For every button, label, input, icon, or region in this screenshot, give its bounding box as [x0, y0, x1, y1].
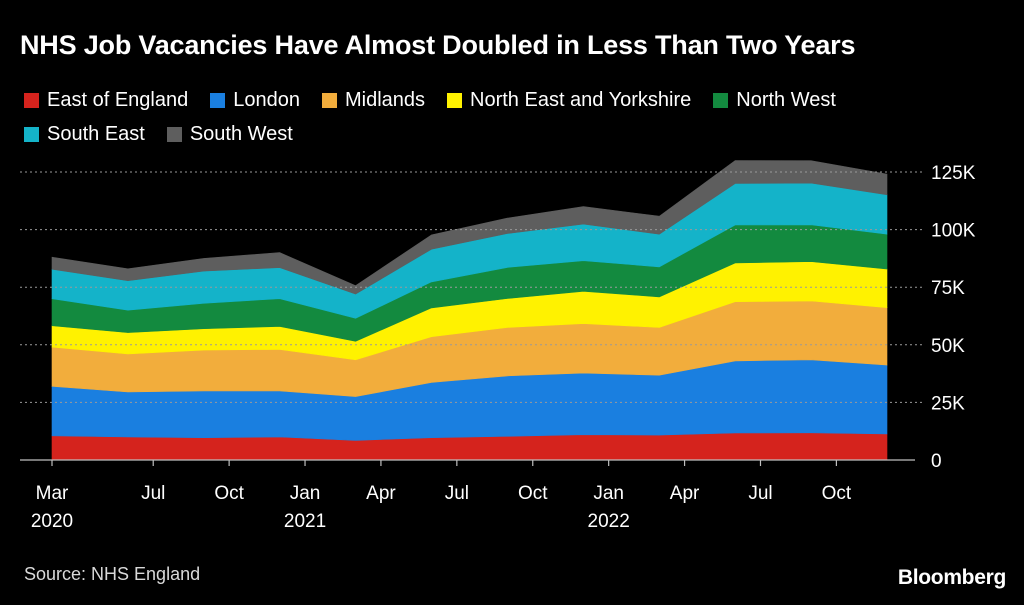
- legend-swatch: [321, 92, 337, 108]
- y-tick-label: 125K: [931, 163, 976, 184]
- legend-label: North East and Yorkshire: [470, 88, 692, 111]
- x-tick-label: Jul: [141, 483, 165, 504]
- legend-swatch: [24, 126, 39, 142]
- legend-item: Midlands: [321, 88, 426, 111]
- x-tick-label: Mar: [36, 483, 69, 504]
- legend-label: South West: [189, 122, 293, 145]
- x-tick-label: Apr: [366, 483, 396, 504]
- legend-label: East of England: [47, 88, 189, 111]
- y-tick-label: 25K: [931, 393, 965, 414]
- x-tick-label: Jul: [748, 483, 772, 504]
- x-tick-label: Oct: [518, 483, 548, 504]
- x-tick-year: 2022: [588, 511, 630, 532]
- legend-item: South West: [166, 122, 293, 145]
- legend-swatch: [24, 92, 39, 108]
- y-tick-label: 75K: [931, 278, 965, 299]
- legend-item: East of England: [24, 89, 188, 111]
- legend-label: London: [233, 88, 300, 111]
- x-tick-label: Jan: [290, 483, 321, 504]
- legend-label: North West: [736, 88, 836, 111]
- x-tick-year: 2021: [284, 511, 326, 532]
- legend-swatch: [447, 92, 463, 108]
- source-note: Source: NHS England: [24, 564, 201, 584]
- legend-item: North West: [713, 89, 836, 111]
- legend-item: London: [210, 89, 300, 111]
- legend-item: North East and Yorkshire: [447, 89, 691, 111]
- legend-swatch: [166, 126, 182, 142]
- bloomberg-logo: Bloomberg: [897, 566, 1006, 589]
- y-tick-label: 0: [931, 451, 942, 472]
- legend-item: South East: [24, 123, 145, 145]
- y-tick-label: 100K: [931, 221, 976, 242]
- x-tick-year: 2020: [31, 511, 73, 532]
- x-tick-label: Oct: [822, 483, 852, 504]
- x-tick-label: Apr: [670, 483, 700, 504]
- legend-label: South East: [47, 122, 145, 145]
- legend: East of England London Midlands North East …: [24, 89, 964, 145]
- legend-label: Midlands: [344, 88, 426, 111]
- y-tick-label: 50K: [931, 336, 965, 357]
- legend-swatch: [210, 92, 226, 108]
- x-tick-label: Jul: [445, 483, 469, 504]
- x-tick-label: Jan: [593, 483, 624, 504]
- legend-swatch: [713, 92, 729, 108]
- x-tick-label: Oct: [214, 483, 244, 504]
- area-south-west: [51, 160, 888, 295]
- chart-title: NHS Job Vacancies Have Almost Doubled in…: [20, 30, 856, 60]
